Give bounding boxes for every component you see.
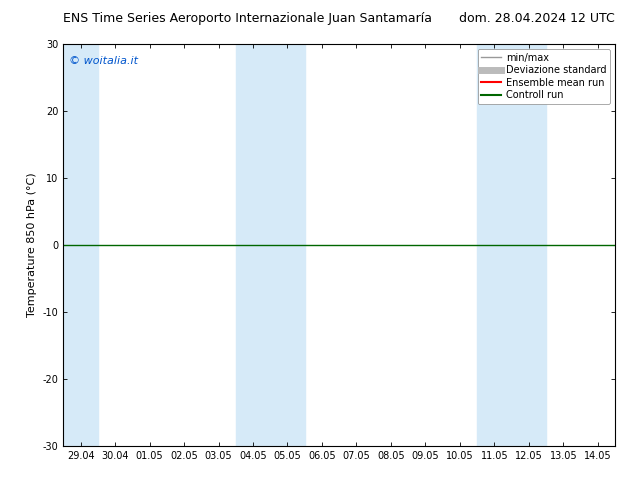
Legend: min/max, Deviazione standard, Ensemble mean run, Controll run: min/max, Deviazione standard, Ensemble m…	[477, 49, 610, 104]
Text: © woitalia.it: © woitalia.it	[69, 56, 138, 66]
Bar	[63, 44, 98, 446]
Bar	[477, 44, 546, 446]
Y-axis label: Temperature 850 hPa (°C): Temperature 850 hPa (°C)	[27, 172, 37, 318]
Text: dom. 28.04.2024 12 UTC: dom. 28.04.2024 12 UTC	[459, 12, 615, 25]
Text: ENS Time Series Aeroporto Internazionale Juan Santamaría: ENS Time Series Aeroporto Internazionale…	[63, 12, 432, 25]
Bar	[236, 44, 305, 446]
